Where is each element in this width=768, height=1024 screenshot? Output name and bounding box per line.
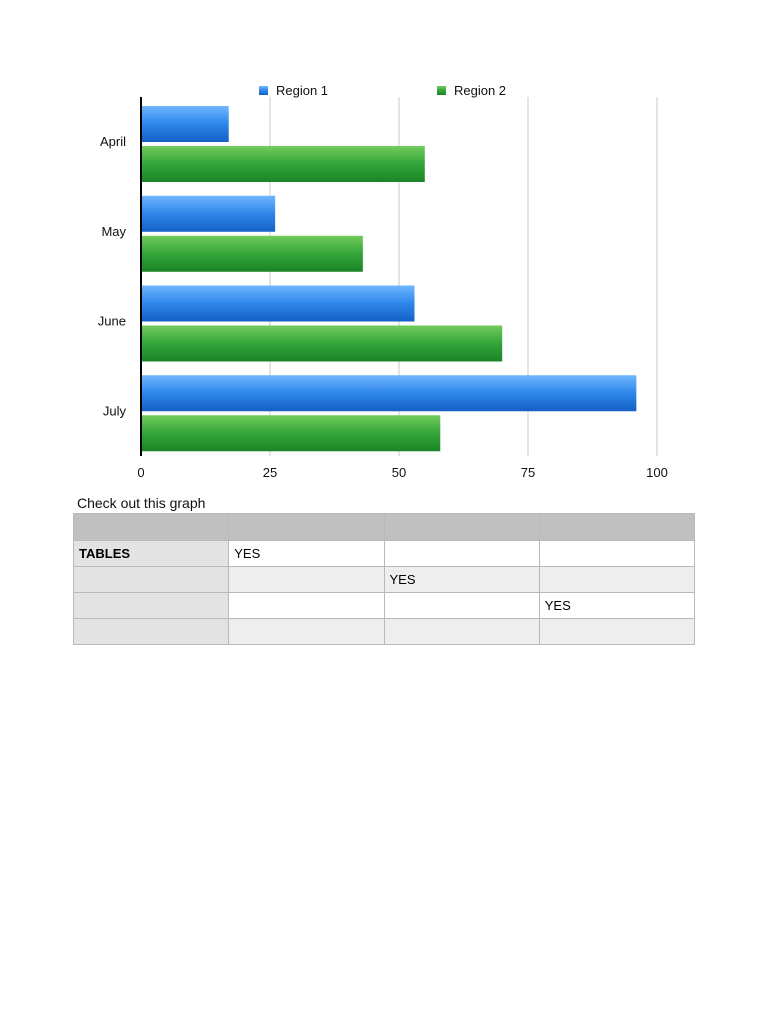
bar-2-april — [141, 146, 425, 182]
table-row — [72, 618, 696, 645]
legend-label: Region 2 — [454, 83, 506, 98]
y-category-label: April — [100, 134, 126, 149]
legend-label: Region 1 — [276, 83, 328, 98]
bar-2-may — [141, 235, 363, 272]
table-cell: YES — [383, 566, 540, 593]
table-cell — [538, 566, 696, 593]
table-header-cell — [383, 513, 540, 541]
table-row: YES — [72, 592, 696, 619]
table-header-row — [72, 513, 696, 541]
table-row: YES — [72, 566, 696, 593]
bar-1-may — [141, 195, 276, 232]
table-header-cell — [538, 513, 696, 541]
table-cell: YES — [228, 540, 385, 567]
y-category-labels: April May June July — [98, 134, 127, 418]
legend: Region 1 Region 2 — [259, 83, 506, 98]
table-cell — [538, 618, 696, 645]
table-row-header: TABLES — [72, 540, 230, 567]
table-row: TABLES YES — [72, 540, 696, 567]
y-category-label: July — [103, 403, 127, 418]
chart-caption: Check out this graph — [77, 495, 206, 511]
bars — [141, 106, 637, 452]
x-tick-label: 50 — [392, 465, 406, 480]
table-cell — [228, 592, 385, 619]
x-tick-label: 0 — [137, 465, 144, 480]
table-cell — [228, 566, 385, 593]
table-cell: YES — [538, 592, 696, 619]
x-tick-label: 25 — [263, 465, 277, 480]
y-category-label: May — [101, 224, 126, 239]
y-category-label: June — [98, 314, 126, 329]
legend-swatch — [437, 86, 446, 95]
x-tick-label: 75 — [521, 465, 535, 480]
table-cell — [383, 592, 540, 619]
bar-1-april — [141, 106, 229, 142]
x-tick-label: 100 — [646, 465, 668, 480]
table-header-cell — [72, 513, 230, 541]
table-row-header — [72, 566, 230, 593]
table-cell — [228, 618, 385, 645]
legend-swatch — [259, 86, 268, 95]
table-cell — [383, 618, 540, 645]
bar-1-june — [141, 285, 415, 322]
bar-1-july — [141, 375, 637, 412]
x-tick-labels: 0 25 50 75 100 — [137, 465, 667, 480]
table-cell — [383, 540, 540, 567]
bar-2-july — [141, 415, 441, 452]
data-table: TABLES YES YES YES — [72, 513, 696, 645]
table-cell — [538, 540, 696, 567]
table-row-header — [72, 592, 230, 619]
bar-2-june — [141, 325, 503, 362]
table-row-header — [72, 618, 230, 645]
table-header-cell — [228, 513, 385, 541]
